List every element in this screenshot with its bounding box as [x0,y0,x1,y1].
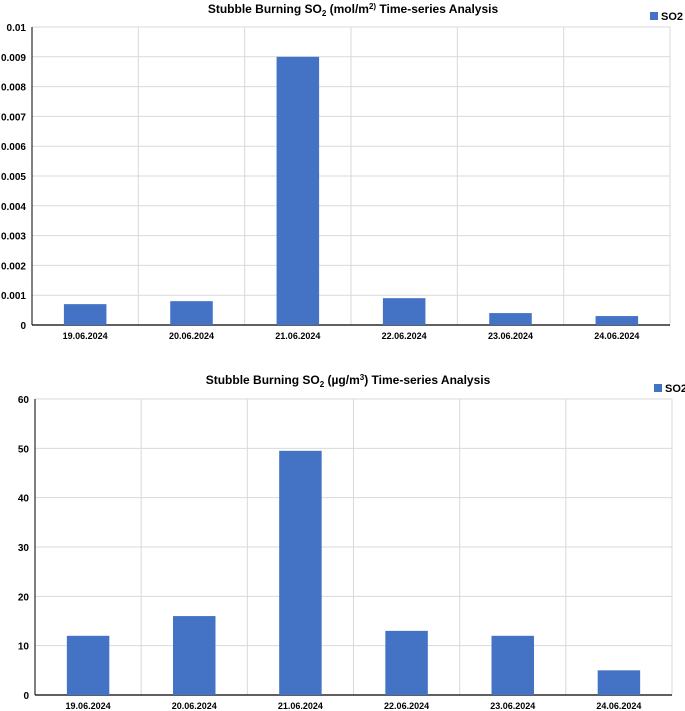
so2-mol-chart: Stubble Burning SO2 (mol/m2) Time-series… [1,2,683,341]
legend-label: SO2 [665,383,685,395]
y-tick-label: 0.006 [1,142,26,153]
bar [276,56,320,326]
bar [382,298,426,325]
y-tick-label: 0 [20,321,26,332]
x-tick-label: 22.06.2024 [382,331,427,341]
y-tick-label: 0.003 [1,232,26,243]
y-tick-label: 20 [18,592,30,603]
bar [491,635,534,695]
y-tick-label: 0.004 [1,202,26,213]
y-tick-label: 50 [18,444,30,455]
so2-ug-chart: Stubble Burning SO2 (µg/m3) Time-series … [18,373,685,711]
bar [489,313,532,325]
x-tick-label: 21.06.2024 [275,331,320,341]
x-tick-label: 20.06.2024 [172,701,217,711]
bar [66,635,110,695]
y-tick-label: 0.01 [7,23,27,34]
bar [597,670,641,695]
chart-title: Stubble Burning SO2 (µg/m3) Time-series … [206,373,491,389]
x-tick-label: 19.06.2024 [63,331,108,341]
x-tick-label: 23.06.2024 [490,701,535,711]
bar [279,450,322,695]
x-tick-label: 19.06.2024 [66,701,111,711]
bar [385,630,428,695]
legend-swatch [654,384,662,392]
y-tick-label: 0 [23,691,29,702]
y-tick-label: 0.009 [1,53,26,64]
legend-swatch [650,12,658,20]
bar [173,616,216,695]
x-tick-label: 22.06.2024 [384,701,429,711]
y-tick-label: 0.005 [1,172,26,183]
y-tick-label: 60 [18,395,30,406]
bar [170,301,213,325]
y-tick-label: 0.002 [1,261,26,272]
bar [595,316,639,325]
chart-title: Stubble Burning SO2 (mol/m2) Time-series… [208,2,499,18]
x-tick-label: 24.06.2024 [594,331,639,341]
x-tick-label: 20.06.2024 [169,331,214,341]
x-tick-label: 23.06.2024 [488,331,533,341]
y-tick-label: 0.008 [1,83,26,94]
y-tick-label: 10 [18,642,30,653]
y-tick-label: 0.007 [1,112,26,123]
y-tick-label: 40 [18,494,30,505]
y-tick-label: 30 [18,543,30,554]
x-tick-label: 24.06.2024 [596,701,641,711]
y-tick-label: 0.001 [1,291,26,302]
x-tick-label: 21.06.2024 [278,701,323,711]
legend-label: SO2 [661,11,683,23]
bar [63,304,107,325]
